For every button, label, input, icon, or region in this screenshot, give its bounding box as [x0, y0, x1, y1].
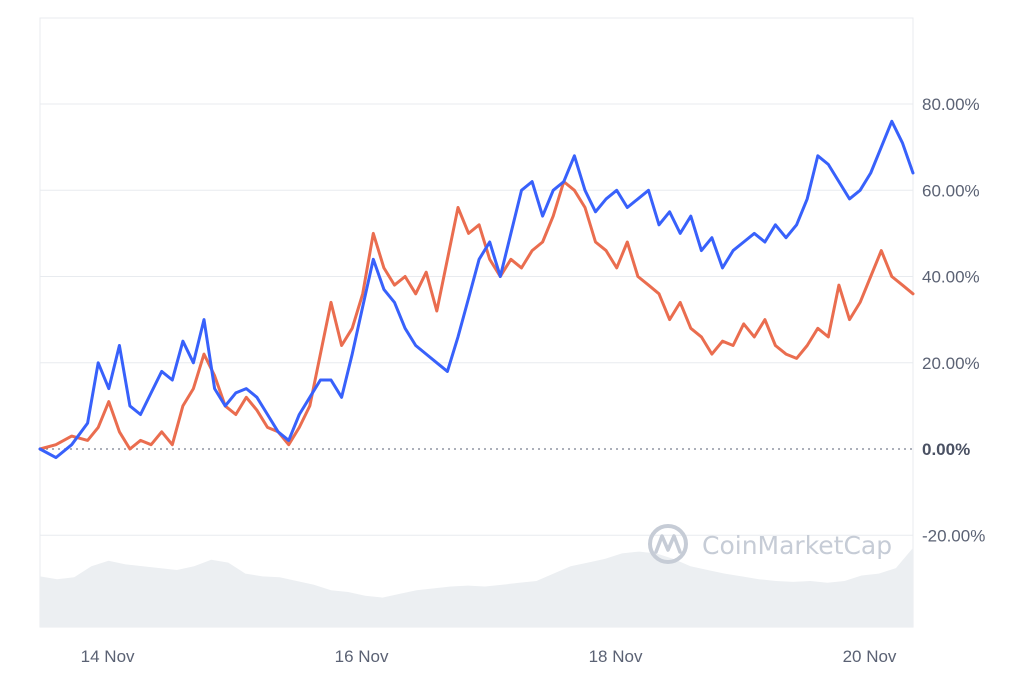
- watermark: CoinMarketCap: [648, 524, 892, 564]
- y-axis-tick-labels: 80.00% 60.00% 40.00% 20.00% 0.00% -20.00%: [922, 95, 985, 545]
- y-tick-label: 60.00%: [922, 181, 980, 200]
- x-tick-label: 18 Nov: [589, 647, 643, 666]
- x-tick-label: 20 Nov: [843, 647, 897, 666]
- series-line-blue: [38, 119, 915, 460]
- x-axis-tick-labels: 14 Nov 16 Nov 18 Nov 20 Nov: [81, 647, 897, 666]
- series-line-orange: [38, 180, 915, 451]
- y-tick-label: 40.00%: [922, 268, 980, 287]
- series-lines: [38, 119, 915, 460]
- y-tick-label: 0.00%: [922, 440, 970, 459]
- x-tick-label: 14 Nov: [81, 647, 135, 666]
- y-tick-label: 80.00%: [922, 95, 980, 114]
- y-tick-label: 20.00%: [922, 354, 980, 373]
- volume-area: [40, 547, 913, 627]
- coinmarketcap-logo-icon: [648, 524, 688, 564]
- x-tick-label: 16 Nov: [335, 647, 389, 666]
- y-tick-label: -20.00%: [922, 526, 985, 545]
- volume-area-path: [40, 547, 913, 627]
- watermark-text: CoinMarketCap: [702, 531, 892, 560]
